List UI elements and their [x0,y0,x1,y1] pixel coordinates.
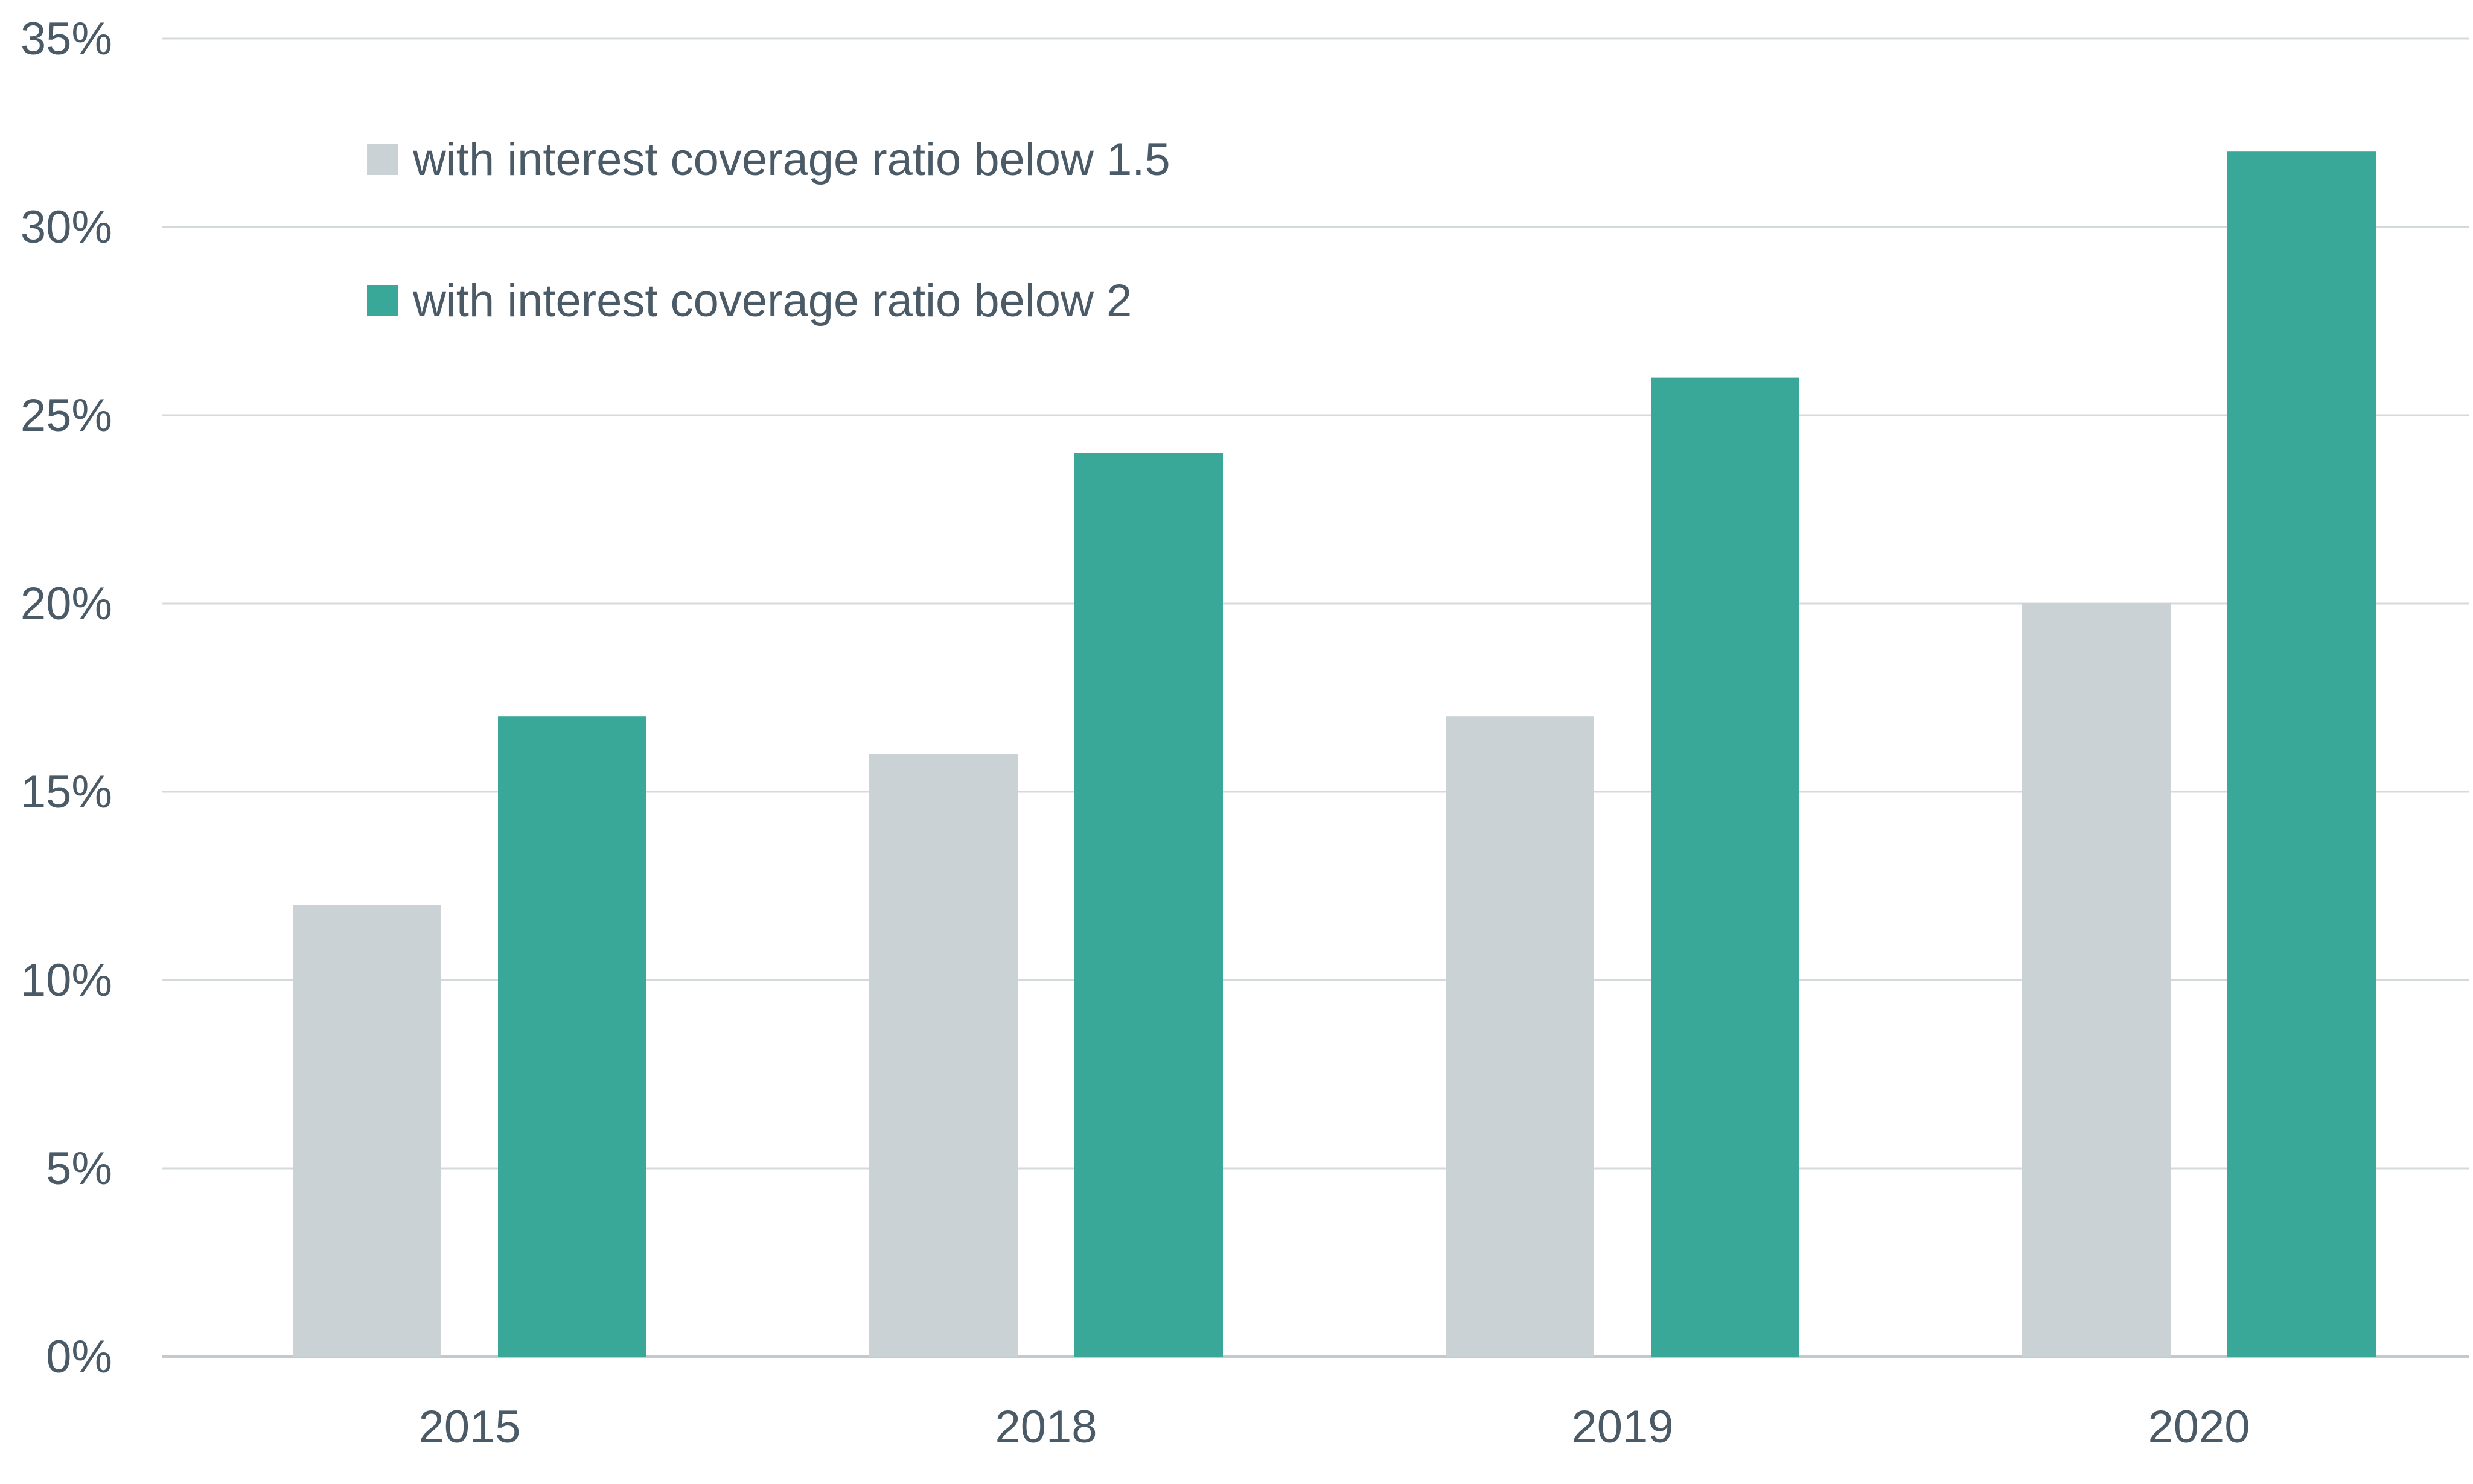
x-tick-label: 2020 [2148,1401,2250,1453]
y-tick-label: 0% [46,1331,112,1383]
y-tick-label: 35% [21,13,112,65]
y-tick-label: 20% [21,578,112,629]
bar-below-2-2015 [498,716,646,1357]
bar-below-1-5-2019 [1446,716,1594,1357]
bar-below-2-2020 [2227,151,2376,1357]
legend-swatch [367,144,398,175]
bar-below-1-5-2015 [293,905,441,1357]
bar-below-1-5-2018 [869,754,1018,1357]
legend-label: with interest coverage ratio below 2 [412,275,1132,326]
y-tick-label: 15% [21,766,112,818]
x-axis-ticks: 2015 2018 2019 2020 [418,1401,2250,1453]
y-tick-label: 30% [21,202,112,253]
bar-below-2-2018 [1074,453,1223,1357]
legend-swatch [367,285,398,316]
legend-label: with interest coverage ratio below 1.5 [412,134,1170,185]
legend: with interest coverage ratio below 1.5 wi… [367,134,1170,326]
y-tick-label: 5% [46,1143,112,1194]
y-axis-ticks: 0% 5% 10% 15% 20% 25% 30% 35% [21,13,112,1383]
bars [293,151,2376,1357]
x-tick-label: 2018 [995,1401,1097,1453]
x-tick-label: 2019 [1571,1401,1673,1453]
y-tick-label: 10% [21,955,112,1006]
bar-below-1-5-2020 [2022,603,2171,1357]
bar-below-2-2019 [1651,377,1799,1357]
y-tick-label: 25% [21,390,112,441]
x-tick-label: 2015 [418,1401,520,1453]
